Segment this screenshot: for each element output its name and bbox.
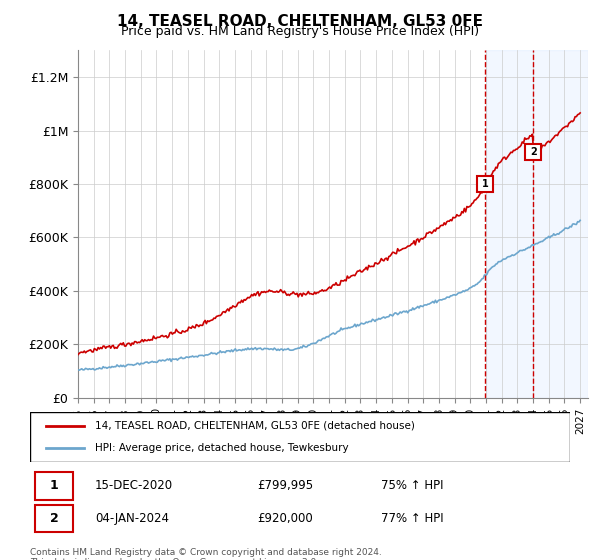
Text: £799,995: £799,995 — [257, 479, 313, 492]
FancyBboxPatch shape — [35, 505, 73, 532]
Text: 1: 1 — [482, 179, 489, 189]
Text: 14, TEASEL ROAD, CHELTENHAM, GL53 0FE (detached house): 14, TEASEL ROAD, CHELTENHAM, GL53 0FE (d… — [95, 421, 415, 431]
Text: Price paid vs. HM Land Registry's House Price Index (HPI): Price paid vs. HM Land Registry's House … — [121, 25, 479, 38]
Bar — [486, 50, 588, 398]
Text: £920,000: £920,000 — [257, 512, 313, 525]
Text: 77% ↑ HPI: 77% ↑ HPI — [381, 512, 443, 525]
Text: 2: 2 — [530, 147, 536, 157]
Text: 15-DEC-2020: 15-DEC-2020 — [95, 479, 173, 492]
Text: 1: 1 — [50, 479, 59, 492]
Text: 04-JAN-2024: 04-JAN-2024 — [95, 512, 169, 525]
Text: 75% ↑ HPI: 75% ↑ HPI — [381, 479, 443, 492]
FancyBboxPatch shape — [35, 472, 73, 500]
Text: 14, TEASEL ROAD, CHELTENHAM, GL53 0FE: 14, TEASEL ROAD, CHELTENHAM, GL53 0FE — [117, 14, 483, 29]
FancyBboxPatch shape — [30, 412, 570, 462]
Text: HPI: Average price, detached house, Tewkesbury: HPI: Average price, detached house, Tewk… — [95, 443, 349, 453]
Text: Contains HM Land Registry data © Crown copyright and database right 2024.
This d: Contains HM Land Registry data © Crown c… — [30, 548, 382, 560]
Text: 2: 2 — [50, 512, 59, 525]
